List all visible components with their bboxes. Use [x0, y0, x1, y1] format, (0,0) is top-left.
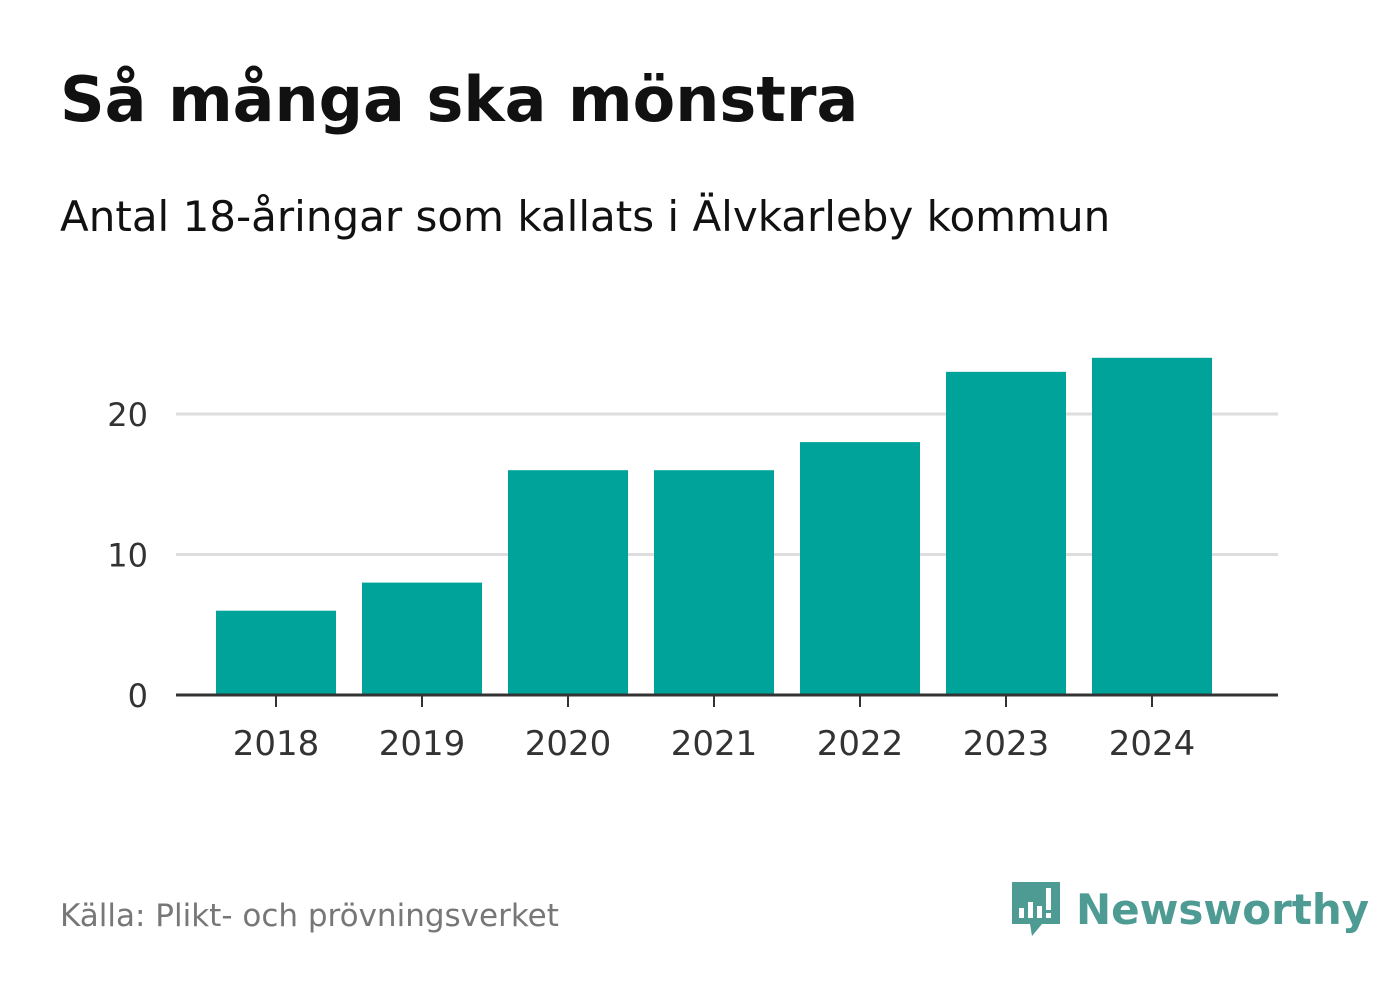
brand-logo: Newsworthy: [1010, 876, 1369, 942]
y-tick-label: 0: [128, 677, 148, 715]
y-tick-label: 20: [107, 396, 148, 434]
x-tick-label: 2023: [963, 724, 1050, 764]
chart-title: Så många ska mönstra: [60, 63, 859, 136]
x-tick-labels: 2018 2019 2020 2021 2022 2023 2024: [233, 724, 1196, 764]
x-tick-label: 2024: [1109, 724, 1196, 764]
bar-2024: [1092, 357, 1212, 695]
bar-2021: [654, 470, 774, 695]
brand-name: Newsworthy: [1076, 884, 1370, 934]
bar-2023: [946, 371, 1066, 695]
x-tick-label: 2022: [817, 724, 904, 764]
x-tick-label: 2018: [233, 724, 320, 764]
source-note: Källa: Plikt- och prövningsverket: [60, 898, 559, 934]
bar-2018: [216, 610, 336, 695]
chart-subtitle: Antal 18-åringar som kallats i Älvkarleb…: [60, 192, 1111, 241]
bar-2019: [362, 582, 482, 695]
bars: [216, 357, 1212, 695]
y-tick-labels: 0 10 20: [107, 396, 148, 715]
bar-2022: [800, 442, 920, 695]
x-tick-label: 2020: [525, 724, 612, 764]
newsworthy-chart-bubble-icon: [1012, 882, 1060, 936]
x-tick-label: 2021: [671, 724, 758, 764]
x-axis: [176, 693, 1278, 707]
bar-2020: [508, 470, 628, 695]
y-tick-label: 10: [107, 537, 148, 575]
x-tick-label: 2019: [379, 724, 466, 764]
